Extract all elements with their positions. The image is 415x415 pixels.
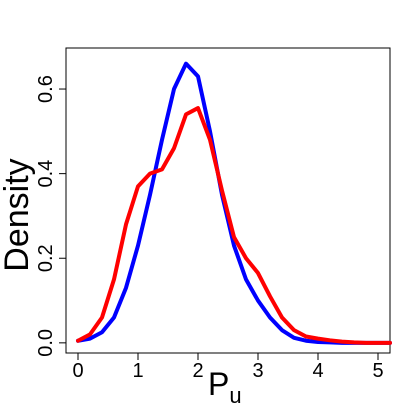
x-axis-label: Pu — [208, 366, 242, 408]
x-tick-label: 0 — [72, 360, 83, 382]
y-axis-label: Density — [0, 158, 36, 271]
x-tick-label: 3 — [252, 360, 263, 382]
x-axis-label-main: P — [208, 366, 229, 402]
x-tick-label: 1 — [132, 360, 143, 382]
x-tick-label: 2 — [192, 360, 203, 382]
x-tick-label: 5 — [372, 360, 383, 382]
y-tick-label: 0.6 — [35, 75, 57, 103]
density-line — [76, 106, 392, 345]
x-tick-label: 4 — [312, 360, 323, 382]
y-tick-label: 0.4 — [35, 160, 57, 188]
density-line — [76, 61, 392, 345]
plot-frame — [65, 47, 391, 354]
y-tick-label: 0.0 — [35, 329, 57, 357]
x-axis-label-subscript: u — [229, 383, 241, 408]
y-tick-label: 0.2 — [35, 244, 57, 272]
